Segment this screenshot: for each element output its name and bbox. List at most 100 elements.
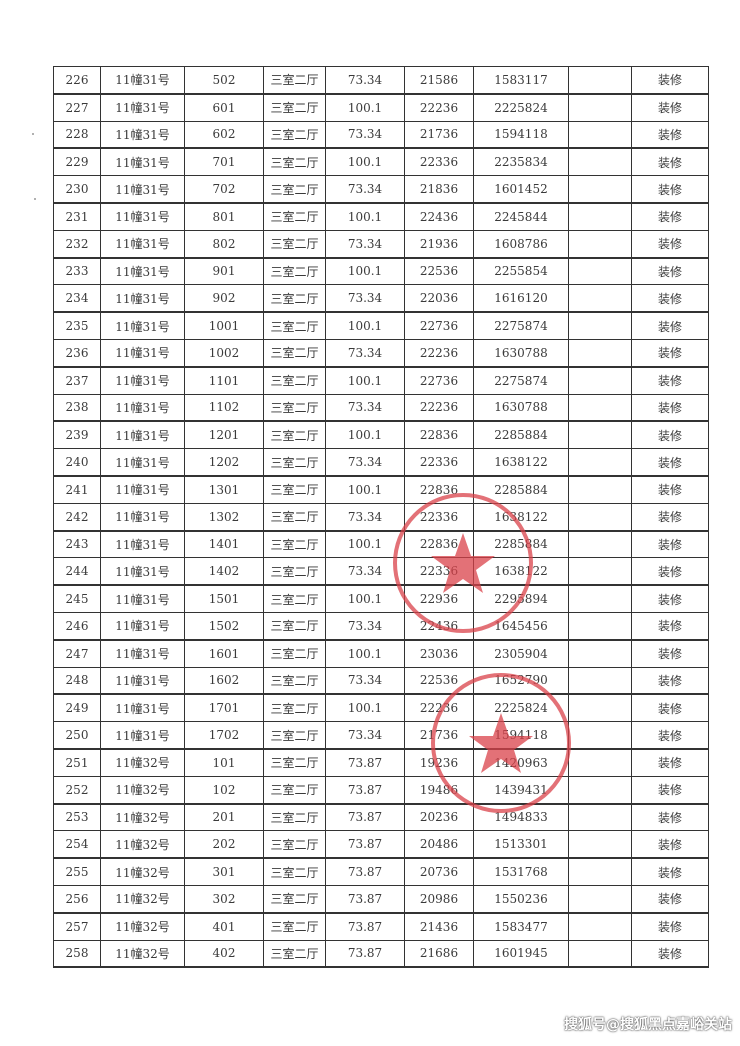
table-row: 250 11幢31号 1702 三室二厅 73.34 21736 1594118 装修: [53, 721, 709, 750]
table-row: 231 11幢31号 801 三室二厅 100.1 22436 2245844 装修: [53, 202, 709, 231]
building-cell: 11幢31号: [100, 257, 185, 286]
remark-cell: [568, 338, 632, 368]
watermark: 搜狐号@搜狐黑点嘉峪关站: [564, 1017, 732, 1033]
table-row: 243 11幢31号 1401 三室二厅 100.1 22836 2285884 装修: [53, 530, 709, 559]
index-cell: 246: [53, 611, 101, 641]
table-row: 229 11幢31号 701 三室二厅 100.1 22336 2235834 装修: [53, 147, 709, 177]
area-cell: 73.34: [325, 338, 405, 368]
building-cell: 11幢31号: [100, 147, 185, 177]
decoration-cell: 装修: [631, 338, 709, 368]
layout-cell: 三室二厅: [263, 830, 326, 860]
building-cell: 11幢32号: [100, 775, 185, 805]
index-cell: 229: [53, 147, 101, 177]
area-cell: 73.34: [325, 557, 405, 587]
decoration-cell: 装修: [631, 175, 709, 204]
area-cell: 73.34: [325, 65, 405, 95]
unit-price-cell: 22336: [404, 147, 474, 177]
unit-price-cell: 22236: [404, 338, 474, 368]
room-cell: 201: [184, 803, 264, 832]
table-row: 253 11幢32号 201 三室二厅 73.87 20236 1494833 装修: [53, 803, 709, 832]
area-cell: 100.1: [325, 530, 405, 559]
total-price-cell: 1616120: [473, 284, 569, 314]
decoration-cell: 装修: [631, 693, 709, 723]
room-cell: 1102: [184, 393, 264, 423]
remark-cell: [568, 366, 632, 395]
index-cell: 232: [53, 229, 101, 259]
total-price-cell: 1583117: [473, 65, 569, 95]
decoration-cell: 装修: [631, 120, 709, 150]
room-cell: 402: [184, 939, 264, 969]
remark-cell: [568, 120, 632, 150]
area-cell: 73.34: [325, 229, 405, 259]
index-cell: 243: [53, 530, 101, 559]
decoration-cell: 装修: [631, 557, 709, 587]
unit-price-cell: 22936: [404, 584, 474, 613]
table-row: 233 11幢31号 901 三室二厅 100.1 22536 2255854 装修: [53, 257, 709, 286]
table-row: 244 11幢31号 1402 三室二厅 73.34 22336 1638122 装修: [53, 557, 709, 587]
table-row: 237 11幢31号 1101 三室二厅 100.1 22736 2275874 装修: [53, 366, 709, 395]
layout-cell: 三室二厅: [263, 857, 326, 886]
layout-cell: 三室二厅: [263, 939, 326, 969]
index-cell: 252: [53, 775, 101, 805]
area-cell: 100.1: [325, 93, 405, 122]
total-price-cell: 2245844: [473, 202, 569, 231]
layout-cell: 三室二厅: [263, 120, 326, 150]
total-price-cell: 2285884: [473, 530, 569, 559]
total-price-cell: 2225824: [473, 93, 569, 122]
room-cell: 301: [184, 857, 264, 886]
room-cell: 1502: [184, 611, 264, 641]
scan-speck: [34, 198, 36, 200]
unit-price-cell: 20236: [404, 803, 474, 832]
table-row: 234 11幢31号 902 三室二厅 73.34 22036 1616120 装修: [53, 284, 709, 314]
remark-cell: [568, 502, 632, 532]
unit-price-cell: 20736: [404, 857, 474, 886]
remark-cell: [568, 912, 632, 941]
index-cell: 258: [53, 939, 101, 969]
room-cell: 302: [184, 884, 264, 914]
table-row: 248 11幢31号 1602 三室二厅 73.34 22536 1652790 装修: [53, 666, 709, 696]
layout-cell: 三室二厅: [263, 257, 326, 286]
room-cell: 1002: [184, 338, 264, 368]
area-cell: 100.1: [325, 639, 405, 668]
total-price-cell: 1638122: [473, 502, 569, 532]
total-price-cell: 1531768: [473, 857, 569, 886]
layout-cell: 三室二厅: [263, 530, 326, 559]
layout-cell: 三室二厅: [263, 748, 326, 777]
area-cell: 100.1: [325, 584, 405, 613]
decoration-cell: 装修: [631, 448, 709, 477]
area-cell: 73.87: [325, 803, 405, 832]
layout-cell: 三室二厅: [263, 666, 326, 696]
room-cell: 802: [184, 229, 264, 259]
building-cell: 11幢32号: [100, 803, 185, 832]
room-cell: 1001: [184, 311, 264, 340]
remark-cell: [568, 557, 632, 587]
building-cell: 11幢31号: [100, 530, 185, 559]
area-cell: 100.1: [325, 366, 405, 395]
index-cell: 244: [53, 557, 101, 587]
building-cell: 11幢31号: [100, 420, 185, 450]
total-price-cell: 1583477: [473, 912, 569, 941]
total-price-cell: 1594118: [473, 721, 569, 750]
room-cell: 1701: [184, 693, 264, 723]
building-cell: 11幢31号: [100, 393, 185, 423]
remark-cell: [568, 530, 632, 559]
table-row: 245 11幢31号 1501 三室二厅 100.1 22936 2295894 装修: [53, 584, 709, 613]
layout-cell: 三室二厅: [263, 639, 326, 668]
total-price-cell: 1652790: [473, 666, 569, 696]
building-cell: 11幢31号: [100, 721, 185, 750]
area-cell: 73.87: [325, 830, 405, 860]
layout-cell: 三室二厅: [263, 420, 326, 450]
total-price-cell: 2255854: [473, 257, 569, 286]
area-cell: 73.34: [325, 721, 405, 750]
decoration-cell: 装修: [631, 284, 709, 314]
remark-cell: [568, 475, 632, 504]
layout-cell: 三室二厅: [263, 693, 326, 723]
total-price-cell: 2275874: [473, 311, 569, 340]
remark-cell: [568, 65, 632, 95]
layout-cell: 三室二厅: [263, 175, 326, 204]
decoration-cell: 装修: [631, 748, 709, 777]
total-price-cell: 1513301: [473, 830, 569, 860]
unit-price-cell: 22336: [404, 448, 474, 477]
total-price-cell: 2305904: [473, 639, 569, 668]
table-row: 254 11幢32号 202 三室二厅 73.87 20486 1513301 装修: [53, 830, 709, 860]
